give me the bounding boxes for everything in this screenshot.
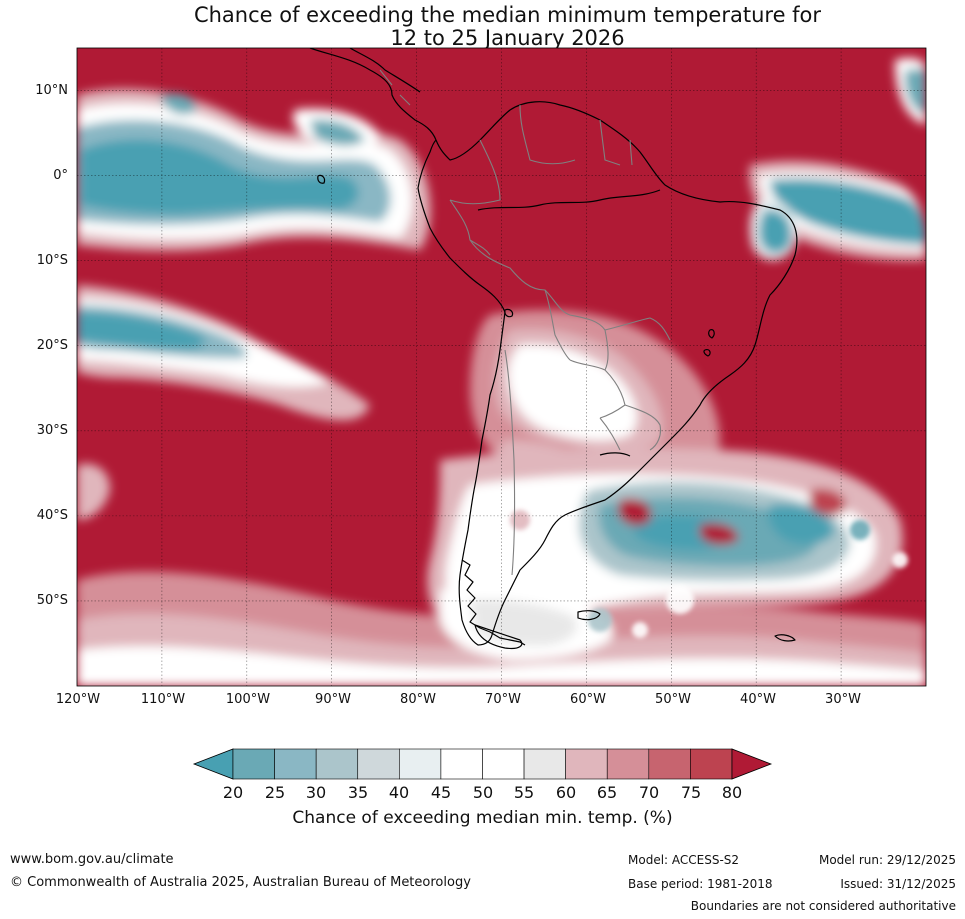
rio-de-la-plata	[599, 452, 631, 457]
legend-tick-80: 80	[721, 783, 743, 802]
lon-label-100w: 100°W	[225, 692, 271, 707]
tierra-del-fuego	[474, 624, 523, 650]
colorbar-swatch	[565, 748, 608, 780]
lat-label-30s: 30°S	[36, 423, 68, 438]
border-guyana	[599, 119, 621, 166]
amazon-river	[477, 189, 661, 211]
legend-tick-40: 40	[388, 783, 410, 802]
falkland-islands	[577, 610, 601, 621]
legend-tick-50: 50	[472, 783, 494, 802]
title-line-1: Chance of exceeding the median minimum t…	[193, 3, 822, 27]
model-run-date: Model run: 29/12/2025	[818, 853, 956, 867]
lat-label-10s: 10°S	[36, 253, 68, 268]
border-peru-bolivia	[469, 239, 609, 371]
legend-tick-60: 60	[555, 783, 577, 802]
boundaries-disclaimer: Boundaries are not considered authoritat…	[690, 899, 956, 913]
base-period: Base period: 1981-2018	[628, 877, 773, 891]
lon-label-60w: 60°W	[570, 692, 606, 707]
colorbar-swatch	[648, 748, 691, 780]
border-central-america	[379, 69, 411, 106]
chile-fjords	[461, 559, 526, 646]
lon-label-120w: 120°W	[55, 692, 101, 707]
south-georgia	[774, 634, 796, 642]
legend-title: Chance of exceeding median min. temp. (%…	[292, 808, 673, 828]
border-uruguay	[599, 417, 621, 451]
colorbar-swatch	[274, 748, 317, 780]
lat-label-50s: 50°S	[36, 593, 68, 608]
border-colombia	[449, 139, 501, 205]
lat-label-40s: 40°S	[36, 508, 68, 523]
colorbar-swatch	[440, 748, 483, 780]
lon-label-70w: 70°W	[485, 692, 521, 707]
title-line-2: 12 to 25 January 2026	[390, 26, 625, 50]
coastline	[309, 48, 798, 650]
issued-date: Issued: 31/12/2025	[840, 877, 956, 891]
legend-tick-20: 20	[222, 783, 244, 802]
legend-tick-45: 45	[430, 783, 452, 802]
central-america-north-coast	[349, 48, 421, 93]
colorbar-swatch	[315, 748, 359, 780]
lake-titicaca	[504, 308, 514, 318]
colorbar-swatch	[523, 748, 566, 780]
lon-label-90w: 90°W	[315, 692, 351, 707]
lon-label-40w: 40°W	[740, 692, 776, 707]
legend-tick-30: 30	[305, 783, 327, 802]
lon-label-30w: 30°W	[825, 692, 861, 707]
country-borders	[379, 69, 671, 576]
colorbar-swatch	[482, 748, 525, 780]
probability-field	[77, 58, 926, 686]
lon-label-110w: 110°W	[140, 692, 186, 707]
legend-tick-25: 25	[264, 783, 286, 802]
map-frame	[76, 47, 927, 687]
galapagos	[317, 174, 326, 184]
legend-tick-35: 35	[347, 783, 369, 802]
colorbar	[192, 748, 773, 780]
legend-tick-65: 65	[596, 783, 618, 802]
colorbar-swatch	[357, 748, 400, 780]
colorbar-extend-low	[192, 748, 234, 780]
border-brazil-bolivia	[604, 317, 671, 341]
border-venezuela	[519, 104, 576, 165]
legend-tick-55: 55	[513, 783, 535, 802]
border-suriname	[629, 139, 633, 166]
border-paraguay	[569, 359, 626, 419]
lon-label-50w: 50°W	[655, 692, 691, 707]
colorbar-swatch	[399, 748, 442, 780]
lat-label-20s: 20°S	[36, 338, 68, 353]
legend-tick-70: 70	[638, 783, 660, 802]
central-america-coast	[309, 48, 437, 141]
legend-tick-75: 75	[680, 783, 702, 802]
colorbar-extend-high	[731, 748, 773, 780]
south-america-coast	[417, 101, 798, 646]
border-chile-argentina	[504, 349, 516, 576]
reservoir-2	[703, 349, 711, 357]
colorbar-swatch	[690, 748, 733, 780]
model-name: Model: ACCESS-S2	[628, 853, 740, 867]
border-bolivia-west	[544, 289, 571, 361]
lat-label-0: 0°	[53, 168, 68, 183]
lat-label-10n: 10°N	[35, 83, 68, 98]
graticule	[77, 48, 926, 686]
map-title: Chance of exceeding the median minimum t…	[0, 4, 965, 50]
lon-label-80w: 80°W	[400, 692, 436, 707]
website-link[interactable]: www.bom.gov.au/climate	[10, 852, 174, 867]
reservoir-1	[708, 329, 715, 339]
copyright-text: © Commonwealth of Australia 2025, Austra…	[10, 875, 471, 890]
colorbar-swatch	[606, 748, 650, 780]
border-brazil-uruguay	[624, 404, 662, 451]
colorbar-swatch	[232, 748, 275, 780]
